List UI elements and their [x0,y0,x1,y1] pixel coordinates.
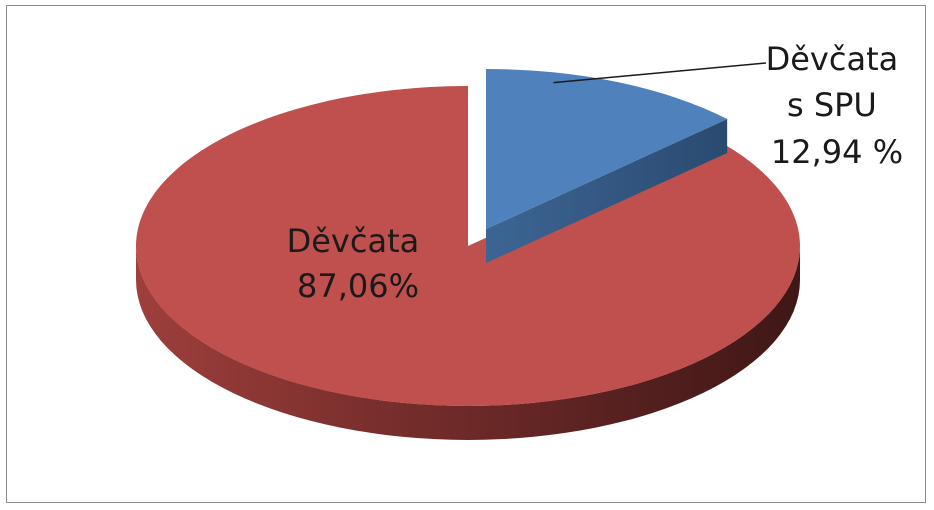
slice-label-line-1: Děvčata [766,40,899,78]
slice-label-line-2: 87,06% [297,267,419,305]
pie-slice-devcata-s-spu [486,69,728,229]
pie-slice-devcata [135,85,800,406]
slice-label-devcata: Děvčata 87,06% [287,222,430,305]
pie-slice-side-devcata [136,246,800,440]
slice-label-devcata-s-spu: Děvčata s SPU 12,94 % [766,40,909,171]
label-leader-line [553,62,767,84]
pie-slice-side-devcata-s-spu [486,119,728,263]
slice-label-line-2: s SPU [787,86,877,124]
slice-label-line-1: Děvčata [287,222,420,260]
slice-label-line-3: 12,94 % [771,133,903,171]
